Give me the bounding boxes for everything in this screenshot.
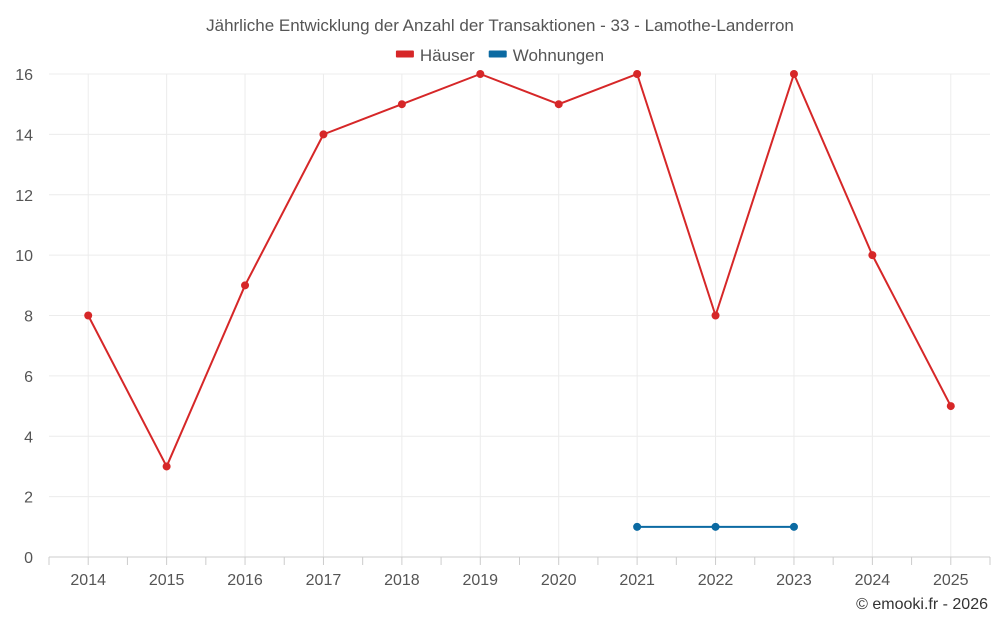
series-line [87, 73, 952, 468]
data-point[interactable] [319, 130, 328, 139]
legend: Häuser Wohnungen [395, 46, 604, 65]
series-layer [84, 70, 955, 531]
data-point[interactable] [711, 522, 720, 531]
y-tick-label: 4 [24, 429, 33, 446]
y-tick-label: 2 [24, 490, 33, 507]
chart-title: Jährliche Entwicklung der Anzahl der Tra… [206, 16, 794, 35]
data-point[interactable] [554, 100, 563, 109]
x-tick-label: 2021 [619, 572, 655, 589]
x-tick-label: 2015 [149, 572, 185, 589]
data-point[interactable] [397, 100, 406, 109]
legend-item[interactable]: Häuser [395, 46, 475, 65]
credit-text: © emooki.fr - 2026 [856, 596, 988, 613]
x-tick-label: 2020 [541, 572, 577, 589]
x-tick-label: 2014 [70, 572, 106, 589]
x-tick-label: 2024 [855, 572, 891, 589]
x-tick-label: 2016 [227, 572, 263, 589]
axes: 0 2 4 6 8 10 12 14 16 2014 2015 2016 2017 2018 2019 202… [15, 67, 991, 589]
data-point[interactable] [946, 402, 955, 411]
y-tick-label: 6 [24, 369, 33, 386]
legend-label: Wohnungen [513, 46, 604, 65]
legend-swatch [488, 50, 507, 58]
y-tick-label: 14 [15, 127, 33, 144]
x-tick-label: 2025 [933, 572, 969, 589]
y-tick-label: 10 [15, 248, 33, 265]
data-point[interactable] [633, 522, 642, 531]
x-tick-label: 2023 [776, 572, 812, 589]
x-tick-label: 2019 [462, 572, 498, 589]
x-tick-label: 2018 [384, 572, 420, 589]
legend-label: Häuser [420, 46, 475, 65]
x-tick-label: 2017 [306, 572, 342, 589]
data-point[interactable] [789, 70, 798, 78]
grid [49, 73, 990, 557]
y-tick-label: 0 [24, 550, 33, 567]
data-point[interactable] [868, 251, 877, 260]
data-point[interactable] [711, 311, 720, 320]
legend-swatch [395, 50, 414, 58]
data-point[interactable] [241, 281, 250, 290]
y-tick-label: 16 [15, 67, 33, 84]
y-tick-label: 8 [24, 309, 33, 326]
series-0 [84, 70, 955, 471]
data-point[interactable] [789, 522, 798, 531]
data-point[interactable] [476, 70, 485, 78]
legend-item[interactable]: Wohnungen [488, 46, 604, 65]
x-tick-label: 2022 [698, 572, 734, 589]
data-point[interactable] [84, 311, 93, 320]
y-tick-label: 12 [15, 188, 33, 205]
data-point[interactable] [633, 70, 642, 78]
data-point[interactable] [162, 462, 171, 471]
series-1 [633, 522, 798, 531]
